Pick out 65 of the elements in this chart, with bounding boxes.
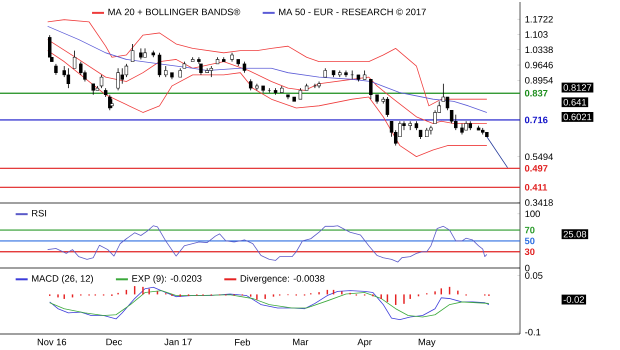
text: 25.08 bbox=[564, 230, 586, 238]
candlestick bbox=[91, 83, 95, 96]
candlestick bbox=[130, 44, 134, 62]
ref-line-label: 0.497 bbox=[524, 165, 548, 172]
candlestick bbox=[446, 96, 450, 111]
ref-line-label: 70 bbox=[524, 226, 535, 234]
y-tick-label: 1.103 bbox=[525, 31, 548, 38]
legend-label: EXP (9): -0.0203 bbox=[132, 274, 202, 284]
x-tick-label: Mar bbox=[293, 338, 308, 346]
ref-line-label: 0.716 bbox=[524, 116, 548, 124]
candlestick bbox=[110, 98, 114, 108]
y-tick-label: 0.05 bbox=[525, 272, 542, 279]
candlestick bbox=[454, 114, 458, 131]
x-tick-label: Jan 17 bbox=[164, 338, 192, 346]
x-tick-label: May bbox=[418, 338, 436, 348]
candlestick bbox=[139, 48, 143, 60]
candlestick bbox=[120, 68, 124, 84]
text: 0.6021 bbox=[564, 114, 592, 120]
candlestick bbox=[313, 83, 317, 89]
text: -0.02 bbox=[564, 296, 584, 303]
candlestick bbox=[54, 63, 58, 76]
candlestick bbox=[386, 96, 390, 118]
legend-label: MA 50 - EUR - RESEARCH © 2017 bbox=[279, 8, 426, 16]
legend-label: MA 20 + BOLLINGER BANDS® bbox=[108, 8, 240, 16]
text: 0.641 bbox=[564, 98, 586, 106]
y-tick-label: 100 bbox=[525, 210, 540, 218]
text: 0.8127 bbox=[564, 84, 592, 91]
legend-label: Divergence: -0.0038 bbox=[240, 274, 324, 284]
legend-label: RSI bbox=[32, 210, 46, 216]
ref-line-label: 50 bbox=[524, 238, 535, 244]
ref-line-label: 0.837 bbox=[524, 90, 548, 97]
candlestick bbox=[248, 78, 252, 91]
candlestick bbox=[164, 66, 168, 78]
candlestick bbox=[158, 52, 162, 78]
candlestick bbox=[210, 66, 214, 78]
y-tick-label: -0.1 bbox=[525, 328, 540, 336]
legend-label: MACD (26, 12) bbox=[32, 274, 93, 284]
y-tick-label: 1.1722 bbox=[525, 16, 553, 22]
y-tick-label: 0 bbox=[525, 264, 530, 272]
candlestick bbox=[124, 63, 128, 78]
ref-line-label: 30 bbox=[524, 248, 535, 256]
x-tick-label: Nov 16 bbox=[38, 338, 66, 346]
ref-line-label: 0.411 bbox=[524, 184, 548, 191]
y-tick-label: 1.0338 bbox=[525, 46, 553, 54]
candlestick bbox=[108, 94, 112, 111]
candlestick bbox=[298, 88, 302, 100]
y-tick-label: 0.3418 bbox=[525, 199, 553, 206]
candlestick bbox=[460, 123, 464, 135]
candlestick bbox=[369, 78, 373, 100]
candlestick bbox=[48, 34, 52, 58]
line-series bbox=[47, 225, 488, 262]
x-tick-label: Feb bbox=[235, 338, 250, 346]
candlestick bbox=[450, 110, 454, 124]
x-tick-label: Apr bbox=[357, 338, 372, 348]
y-tick-label: 0.9646 bbox=[525, 62, 553, 68]
candlestick bbox=[433, 110, 437, 124]
y-tick-label: 0.8954 bbox=[525, 77, 553, 84]
y-tick-label: 0.5494 bbox=[525, 153, 553, 160]
candlestick bbox=[100, 74, 104, 89]
candlestick bbox=[72, 50, 76, 69]
candlestick bbox=[79, 61, 83, 76]
candlestick bbox=[242, 61, 246, 74]
x-tick-label: Dec bbox=[106, 338, 122, 346]
candlestick bbox=[116, 68, 120, 91]
candlestick bbox=[66, 68, 70, 89]
